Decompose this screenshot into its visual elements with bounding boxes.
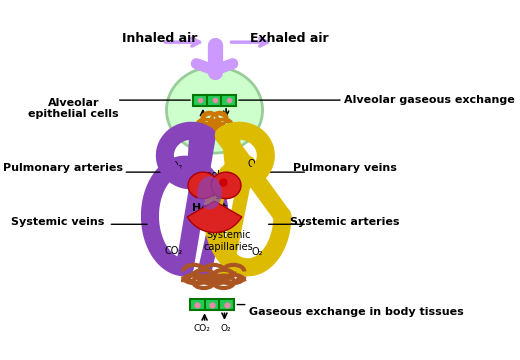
Text: Systemic
capillaries: Systemic capillaries [204, 230, 253, 252]
Text: Alveolar
epithelial cells: Alveolar epithelial cells [29, 98, 119, 119]
Text: Systemic veins: Systemic veins [10, 217, 104, 227]
Ellipse shape [188, 172, 218, 199]
Text: O₂: O₂ [221, 324, 231, 333]
Text: Inhaled air: Inhaled air [122, 32, 198, 45]
Text: Pulmonary veins: Pulmonary veins [293, 163, 396, 173]
Wedge shape [187, 201, 242, 233]
Text: O₂: O₂ [248, 159, 259, 169]
FancyBboxPatch shape [190, 299, 235, 310]
Text: O₂: O₂ [223, 122, 233, 131]
Ellipse shape [197, 176, 222, 210]
Text: CO₂: CO₂ [193, 324, 211, 333]
Text: Exhaled air: Exhaled air [250, 32, 328, 45]
Text: Alveolar gaseous exchange: Alveolar gaseous exchange [344, 95, 515, 105]
FancyBboxPatch shape [193, 95, 236, 106]
Ellipse shape [166, 67, 263, 153]
Text: O₂: O₂ [252, 247, 263, 257]
Text: Heart: Heart [192, 203, 227, 213]
Text: Pulmonary arteries: Pulmonary arteries [3, 163, 123, 173]
Text: CO₂: CO₂ [191, 122, 208, 131]
Text: CO₂: CO₂ [164, 161, 182, 171]
Text: Alveolar
capillaries of
lung: Alveolar capillaries of lung [183, 170, 240, 199]
Text: CO₂: CO₂ [164, 246, 182, 256]
Ellipse shape [211, 172, 241, 199]
Text: Systemic arteries: Systemic arteries [290, 217, 399, 227]
Text: Gaseous exchange in body tissues: Gaseous exchange in body tissues [249, 307, 464, 317]
